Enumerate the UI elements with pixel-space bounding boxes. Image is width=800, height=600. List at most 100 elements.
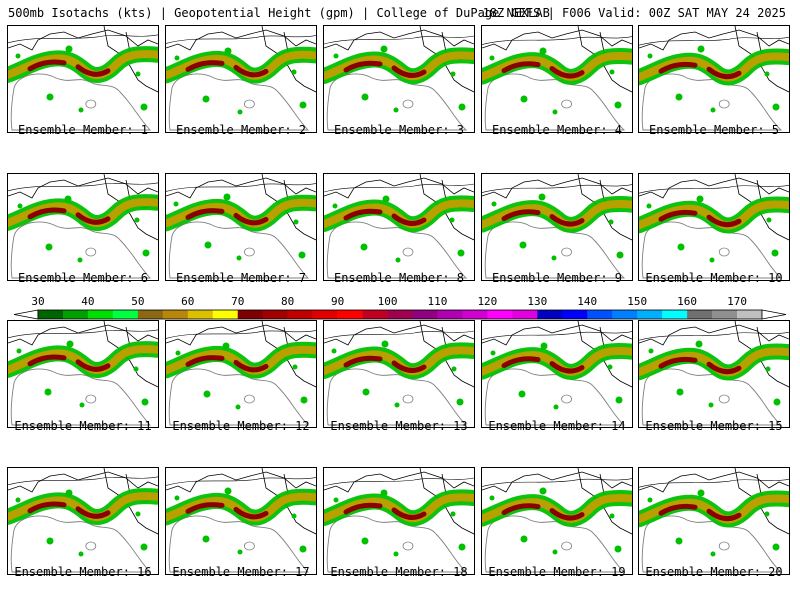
isotach-patch: [520, 95, 528, 103]
isotach-patch: [135, 511, 141, 517]
ensemble-member-map: [323, 320, 475, 428]
height-contour: [168, 368, 310, 426]
ensemble-member-map: [638, 467, 790, 575]
isotach-patch: [204, 241, 212, 249]
ensemble-member-label: Ensemble Member: 18: [330, 565, 468, 579]
isotach-patch: [237, 549, 243, 555]
jet-stream-core: [27, 207, 111, 225]
isotach-patch: [299, 101, 307, 109]
isotach-patch: [78, 107, 84, 113]
isotach-patch: [616, 251, 624, 259]
jet-stream-core: [185, 208, 269, 226]
height-contour: [641, 221, 783, 279]
jet-stream-core: [501, 503, 585, 521]
height-line: [639, 331, 789, 341]
height-contour: [10, 221, 152, 279]
isotach-patch: [773, 398, 781, 406]
height-line: [324, 330, 474, 340]
colorbar-swatch: [362, 310, 388, 319]
isotach-patch: [140, 103, 148, 111]
colorbar-swatch: [437, 310, 463, 319]
map-image: [324, 174, 474, 279]
height-contour: [641, 368, 783, 426]
isotach-patch: [293, 219, 299, 225]
isotach-patch: [393, 551, 399, 557]
colorbar-swatch: [212, 310, 239, 319]
isotach-patch: [45, 243, 53, 251]
height-contour: [402, 99, 414, 109]
colorbar-swatch: [587, 310, 613, 319]
height-contour: [326, 73, 468, 131]
isotach-patch: [202, 535, 210, 543]
colorbar-swatch: [337, 310, 363, 319]
isotach-patch: [15, 53, 21, 59]
colorbar-tick-label: 170: [727, 295, 747, 308]
colorbar-swatch: [287, 310, 313, 319]
isotach-patch: [552, 109, 558, 115]
ensemble-member-map: [165, 320, 317, 428]
jet-stream-core: [185, 502, 269, 520]
isotach-patch: [675, 537, 683, 545]
height-contour: [10, 515, 152, 573]
jet-stream-core: [27, 59, 111, 77]
isotach-patch: [224, 47, 232, 55]
isotach-patch: [361, 537, 369, 545]
isotach-patch: [299, 545, 307, 553]
ensemble-member-map: [481, 320, 633, 428]
isotach-patch: [395, 257, 401, 263]
isotach-patch: [175, 350, 181, 356]
ensemble-member-label: Ensemble Member: 9: [491, 271, 623, 285]
colorbar-swatch: [38, 310, 64, 319]
isotach-patch: [675, 93, 683, 101]
height-contour: [484, 515, 626, 573]
isotach-patch: [79, 402, 85, 408]
jet-stream-core: [501, 356, 585, 374]
colorbar-swatch: [687, 310, 713, 319]
map-image: [166, 321, 316, 426]
height-contour: [244, 541, 255, 551]
map-image: [324, 321, 474, 426]
height-line: [8, 329, 158, 339]
isotach-patch: [394, 402, 400, 408]
isotach-patch: [456, 398, 464, 406]
map-image: [482, 174, 632, 279]
jet-stream-core: [185, 355, 269, 373]
ensemble-member-label: Ensemble Member: 6: [17, 271, 149, 285]
height-contour: [85, 394, 97, 404]
ensemble-member-map: [638, 25, 790, 133]
isotach-patch: [609, 513, 615, 519]
height-contour: [402, 394, 414, 404]
height-line: [166, 330, 316, 339]
height-line: [639, 36, 789, 46]
isotach-patch: [607, 364, 613, 370]
isotach-patch: [291, 69, 297, 75]
isotach-patch: [66, 340, 74, 348]
height-contour: [484, 221, 626, 279]
isotach-patch: [64, 195, 72, 203]
isotach-patch: [710, 107, 716, 113]
colorbar-swatch: [512, 310, 538, 319]
height-contour: [561, 247, 572, 257]
isotach-patch: [490, 350, 496, 356]
map-image: [324, 26, 474, 131]
height-line: [324, 183, 474, 193]
isotach-patch: [382, 195, 390, 203]
height-contour: [10, 73, 152, 131]
map-image: [639, 468, 789, 573]
height-line: [8, 34, 158, 44]
height-contour: [402, 541, 414, 551]
ensemble-member-label: Ensemble Member: 10: [645, 271, 783, 285]
ensemble-member-map: [7, 467, 159, 575]
colorbar-graphic: [13, 309, 787, 320]
jet-stream-core: [343, 355, 427, 373]
height-line: [166, 183, 316, 192]
isotach-patch: [44, 388, 52, 396]
height-line: [639, 184, 789, 194]
isotach-patch: [298, 251, 306, 259]
isotach-patch: [614, 545, 622, 553]
colorbar-swatch: [237, 310, 263, 319]
ensemble-member-label: Ensemble Member: 4: [491, 123, 623, 137]
isotach-patch: [333, 497, 339, 503]
ensemble-member-map: [165, 25, 317, 133]
